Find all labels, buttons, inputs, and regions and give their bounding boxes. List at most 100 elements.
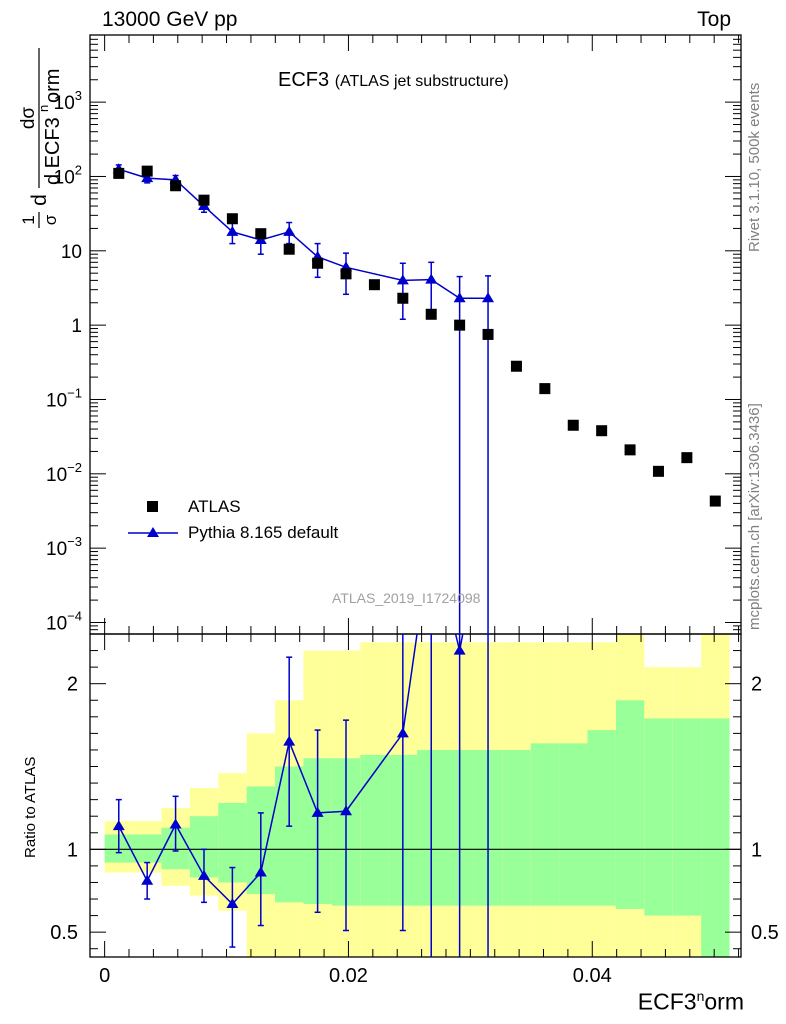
ratio-uncertainty-bands [104, 634, 730, 957]
data-point [652, 465, 664, 477]
y-label-dsigma: dσ [18, 107, 39, 130]
x-label-main: ECF3 [637, 988, 697, 1015]
rivet-version-label: Rivet 3.1.10, 500k events [746, 82, 763, 252]
inner-band-bin [587, 730, 616, 906]
data-point [170, 180, 182, 192]
ratio-mc-point [283, 735, 296, 746]
data-point [425, 308, 437, 320]
x-label-tail: orm [704, 988, 744, 1015]
data-point [198, 194, 210, 206]
ratio-axis-ticks [90, 633, 741, 957]
legend-item-data: ATLAS [120, 494, 338, 520]
plot-title: ECF3 (ATLAS jet substructure) [278, 69, 509, 92]
mc-point [226, 225, 239, 236]
inner-band-bin [701, 718, 730, 957]
x-tick-label: 0.02 [329, 965, 368, 987]
legend-item-mc: Pythia 8.165 default [120, 520, 338, 546]
analysis-id-label: ATLAS_2019_I1724098 [332, 590, 481, 606]
ratio-frame-border [89, 633, 742, 958]
ratio-y-tick-label-right: 0.5 [751, 922, 779, 944]
data-point [539, 383, 551, 395]
y-axis-label-graphic: 1 σ d dσ d ECF3 n orm [18, 48, 64, 228]
ratio-y-tick-label-right: 1 [751, 839, 762, 861]
data-point [283, 243, 295, 255]
data-point [397, 292, 409, 304]
y-label-orm: orm [42, 69, 64, 103]
data-point [340, 268, 352, 280]
x-tick-label: 0 [99, 965, 110, 987]
mc-point [453, 292, 466, 303]
ratio-y-tick-label-right: 2 [751, 674, 762, 696]
mc-point [141, 172, 154, 183]
ratio-mc-point [112, 820, 125, 831]
data-point [567, 419, 579, 431]
main-y-tick-label: 102 [54, 162, 82, 188]
main-y-tick-label: 10−4 [46, 608, 82, 634]
header-process-label: Top [697, 8, 731, 31]
ratio-mc-series [112, 529, 489, 957]
data-point [255, 228, 267, 240]
y-label-d: d [28, 194, 51, 206]
ratio-y-axis-label: Ratio to ATLAS [22, 756, 39, 858]
y-axis-label: 1 σ d dσ d ECF3 n orm [8, 40, 68, 235]
data-point [113, 167, 125, 179]
main-y-tick-label: 10 [61, 242, 82, 263]
plot-title-main: ECF3 [278, 69, 330, 91]
data-point [368, 279, 380, 291]
data-point [510, 360, 522, 372]
inner-band-bin [615, 700, 645, 909]
main-axis-ticks [90, 34, 741, 635]
data-point [624, 444, 636, 456]
y-label-d-ecf3: d ECF3 [42, 117, 64, 185]
ratio-mc-point [226, 897, 239, 908]
ratio-y-tick-label: 2 [67, 674, 78, 696]
data-point [312, 257, 324, 269]
mc-point [396, 274, 409, 285]
header-energy-label: 13000 GeV pp [102, 8, 238, 31]
y-label-one: 1 [19, 215, 38, 224]
legend-mc-marker [128, 527, 178, 537]
ratio-mc-point [425, 529, 437, 539]
main-y-tick-label: 1 [71, 316, 82, 337]
mc-point [482, 292, 495, 303]
inner-band-bin [360, 754, 389, 906]
data-point [482, 328, 494, 340]
inner-band-bin [559, 743, 588, 906]
main-y-tick-label: 10−3 [46, 534, 82, 560]
legend-data-label: ATLAS [188, 497, 241, 516]
legend-mc-label: Pythia 8.165 default [188, 523, 339, 542]
x-label-sup: n [696, 988, 705, 1004]
y-label-sup: n [36, 105, 51, 112]
inner-band-bin [530, 743, 560, 906]
legend-data-marker [147, 501, 158, 512]
ratio-mc-point [141, 874, 154, 885]
main-y-tick-label: 10−1 [46, 385, 82, 411]
legend: ATLAS Pythia 8.165 default [120, 494, 338, 546]
data-point [141, 165, 153, 177]
x-tick-label: 0.04 [573, 965, 612, 987]
ratio-mc-point [169, 818, 182, 829]
ratio-mc-point [197, 869, 210, 880]
main-y-tick-label: 10−2 [46, 460, 82, 486]
data-point [681, 452, 693, 464]
ratio-plot-frame [89, 633, 742, 958]
plot-title-sub: (ATLAS jet substructure) [334, 73, 509, 90]
inner-band-bin [672, 718, 702, 916]
mc-point [425, 273, 438, 284]
main-data-series [113, 165, 721, 507]
ratio-y-tick-label: 1 [67, 839, 78, 861]
data-point [454, 319, 466, 331]
main-mc-series [112, 163, 495, 634]
ratio-mc-point [396, 727, 409, 738]
ratio-mc-point [254, 866, 267, 877]
ratio-y-tick-label: 0.5 [50, 922, 78, 944]
data-point [596, 425, 608, 437]
inner-band-bin [133, 834, 162, 863]
data-point [709, 495, 721, 507]
mc-point [283, 225, 296, 236]
ratio-mc-point [340, 805, 353, 816]
y-label-sigma: σ [41, 214, 60, 225]
main-y-tick-label: 103 [54, 88, 82, 114]
data-point [226, 213, 238, 225]
